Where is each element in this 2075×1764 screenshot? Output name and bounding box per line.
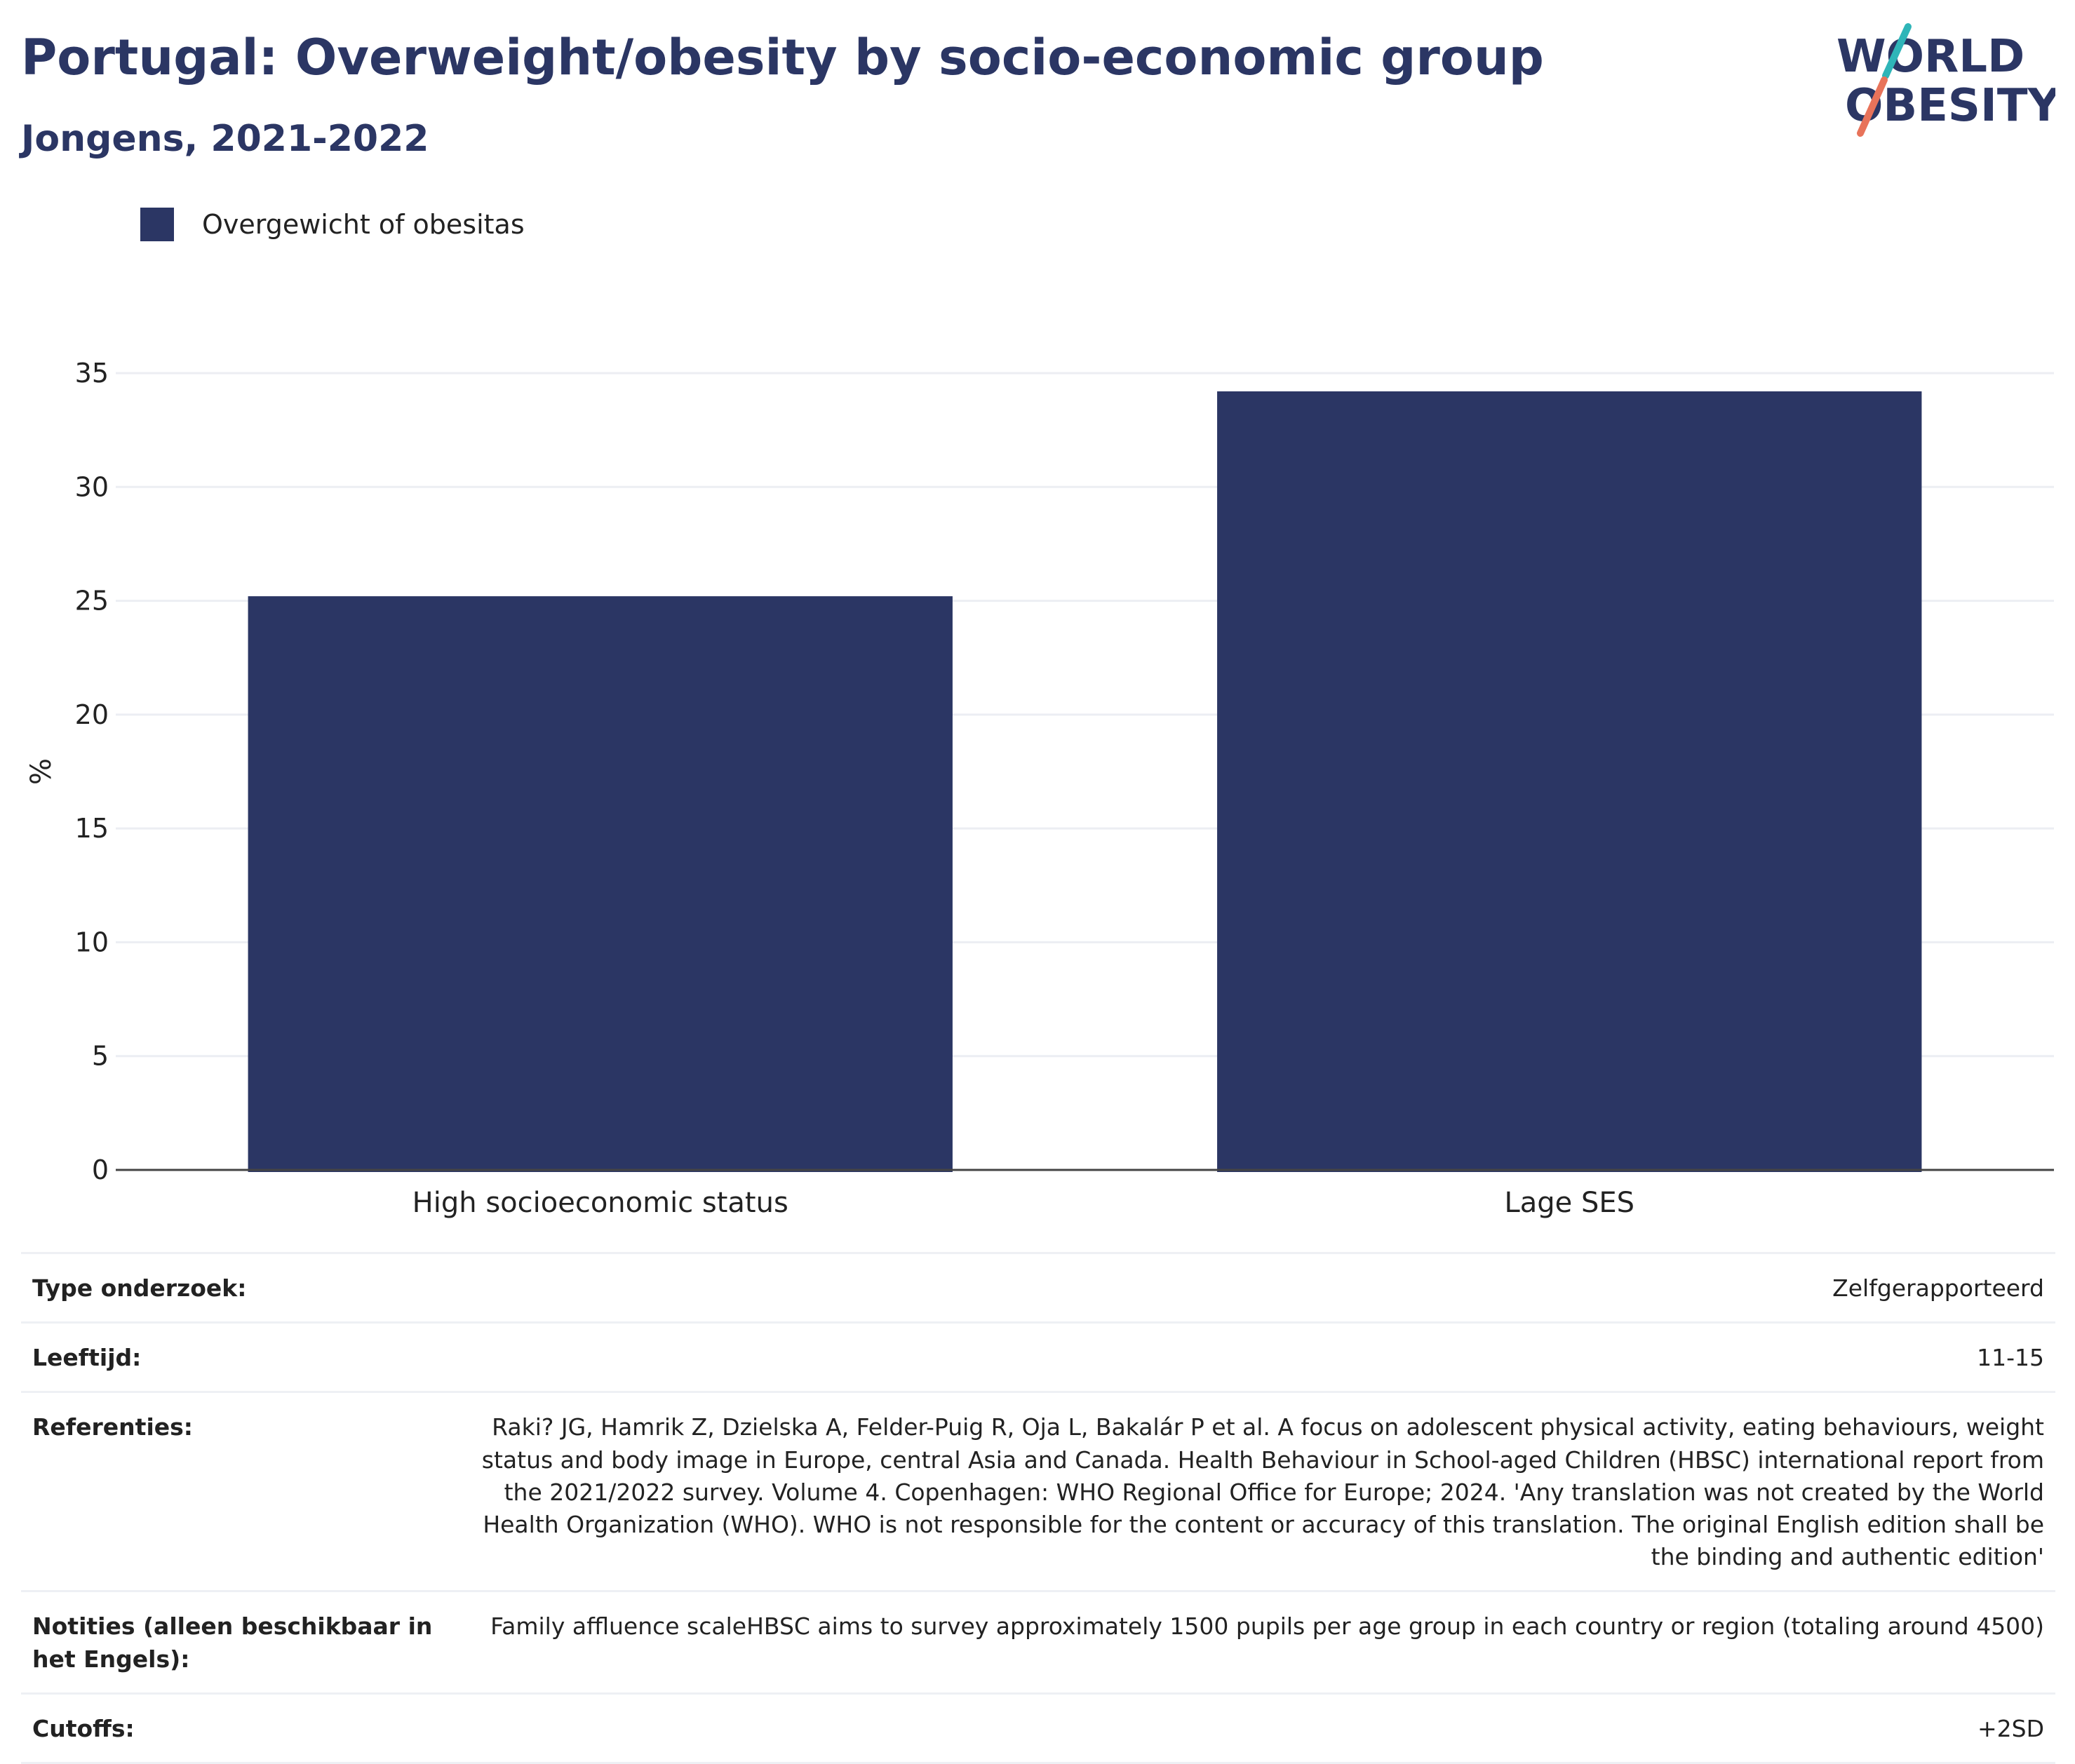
meta-row-references: Referenties: Raki? JG, Hamrik Z, Dzielsk… xyxy=(21,1391,2055,1590)
meta-value: 11-15 xyxy=(1977,1344,2044,1372)
y-tick-label: 15 xyxy=(75,813,109,844)
y-tick-label: 25 xyxy=(75,586,109,617)
y-tick-label: 20 xyxy=(75,699,109,730)
meta-label: Cutoffs: xyxy=(32,1714,135,1742)
bar-chart: 0 5 10 15 20 25 30 35% High socioeconomic status… xyxy=(25,358,2054,1219)
legend[interactable]: Overgewicht of obesitas xyxy=(140,208,525,241)
chart-subtitle: Jongens, 2021-2022 xyxy=(21,118,429,160)
meta-label: Referenties: xyxy=(32,1413,193,1441)
y-tick-label: 30 xyxy=(75,471,109,502)
meta-label: Leeftijd: xyxy=(32,1344,142,1372)
meta-value: Family affluence scaleHBSC aims to surve… xyxy=(490,1612,2044,1641)
axes: 0 5 10 15 20 25 30 35% High socioeconomic status… xyxy=(25,358,2054,1219)
logo-slash-teal xyxy=(1882,23,1912,79)
x-tick-label: High socioeconomic status xyxy=(412,1187,788,1219)
chart-title: Portugal: Overweight/obesity by socio-ec… xyxy=(21,29,1544,86)
world-obesity-logo: WORLD OBESITY xyxy=(1836,23,2055,137)
bar[interactable] xyxy=(248,596,953,1172)
y-tick-label: 0 xyxy=(92,1154,109,1185)
meta-value: Zelfgerapporteerd xyxy=(1832,1274,2044,1302)
y-axis-label: % xyxy=(25,758,58,785)
logo-slash-coral xyxy=(1857,76,1888,137)
meta-row-age: Leeftijd: 11-15 xyxy=(21,1321,2055,1391)
meta-row-notes: Notities (alleen beschikbaar in het Enge… xyxy=(21,1590,2055,1692)
meta-label: Type onderzoek: xyxy=(32,1274,247,1302)
metadata-table: Type onderzoek: Zelfgerapporteerd Leefti… xyxy=(21,1252,2055,1764)
legend-swatch xyxy=(140,208,174,241)
legend-label: Overgewicht of obesitas xyxy=(202,209,525,240)
meta-value: Raki? JG, Hamrik Z, Dzielska A, Felder-P… xyxy=(481,1413,2044,1571)
meta-row-survey-type: Type onderzoek: Zelfgerapporteerd xyxy=(21,1252,2055,1321)
bar[interactable] xyxy=(1217,391,1922,1172)
x-tick-label: Lage SES xyxy=(1504,1187,1634,1219)
logo-text-obesity: OBESITY xyxy=(1845,80,2055,132)
bars xyxy=(248,391,1922,1172)
meta-label: Notities (alleen beschikbaar in het Enge… xyxy=(32,1612,433,1673)
y-tick-label: 35 xyxy=(75,358,109,389)
y-tick-label: 5 xyxy=(92,1041,109,1072)
y-tick-label: 10 xyxy=(75,927,109,957)
logo-text-world: WORLD xyxy=(1836,31,2024,83)
meta-value: +2SD xyxy=(1977,1714,2044,1742)
